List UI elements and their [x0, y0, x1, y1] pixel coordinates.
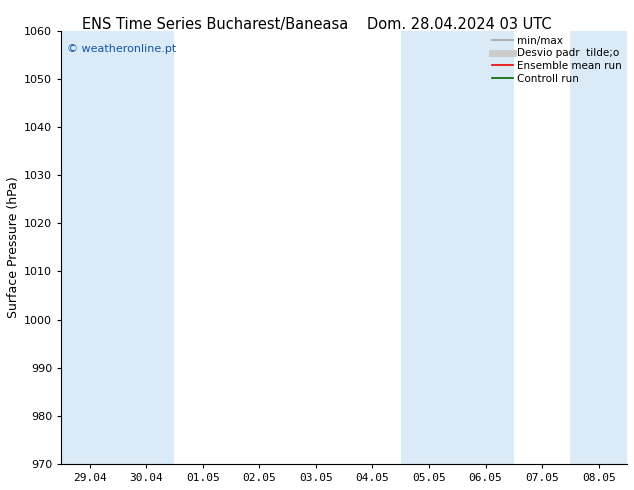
Bar [61, 30, 174, 464]
Text: ENS Time Series Bucharest/Baneasa: ENS Time Series Bucharest/Baneasa [82, 17, 349, 32]
Bar [401, 30, 514, 464]
Legend: min/max, Desvio padr  tilde;o, Ensemble mean run, Controll run: min/max, Desvio padr tilde;o, Ensemble m… [490, 34, 624, 86]
Text: Dom. 28.04.2024 03 UTC: Dom. 28.04.2024 03 UTC [367, 17, 552, 32]
Bar [571, 30, 634, 464]
Text: © weatheronline.pt: © weatheronline.pt [67, 44, 176, 53]
Y-axis label: Surface Pressure (hPa): Surface Pressure (hPa) [7, 176, 20, 318]
